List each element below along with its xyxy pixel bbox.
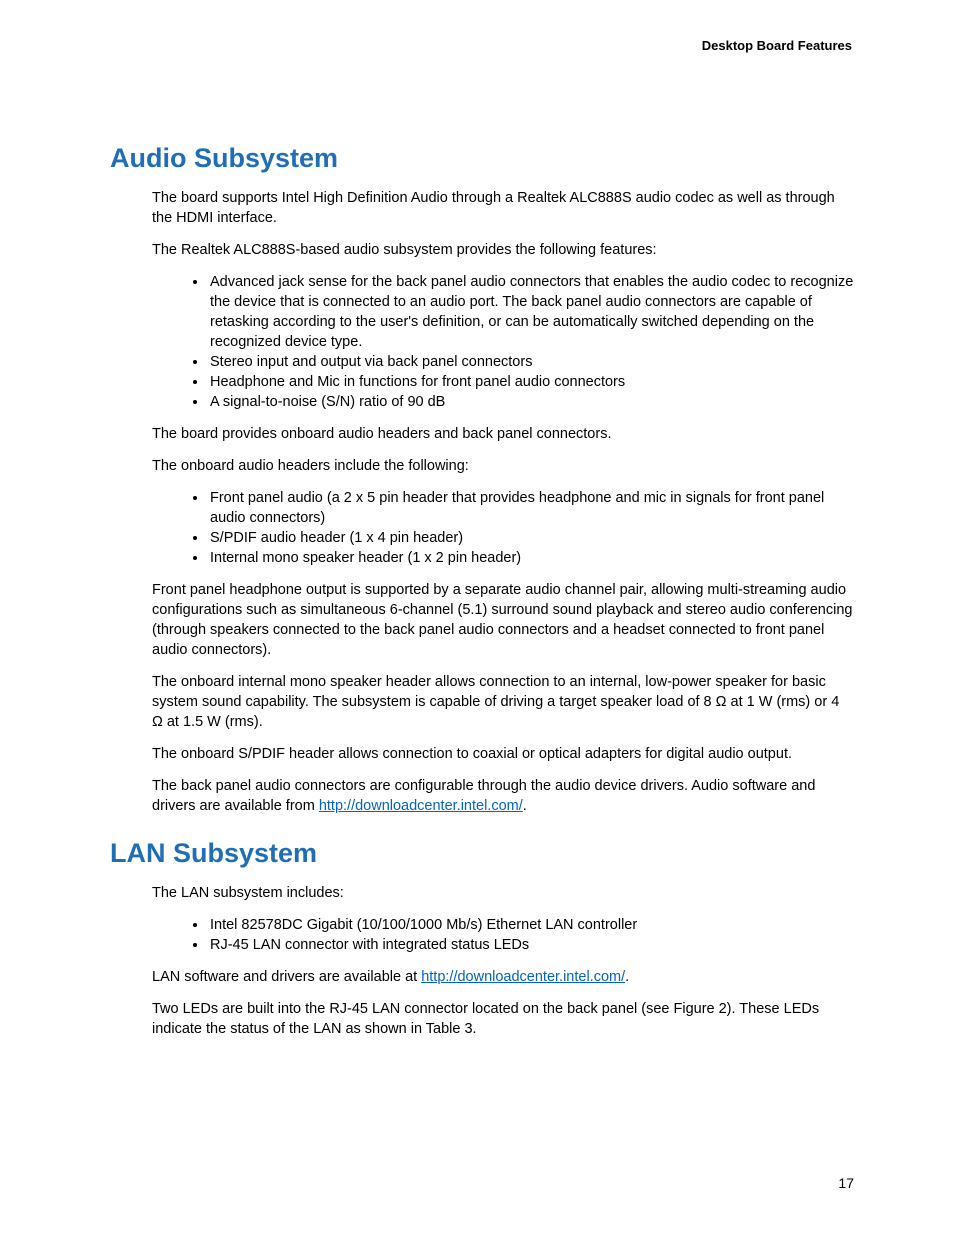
lan-drivers: LAN software and drivers are available a… (152, 967, 854, 987)
list-item: A signal-to-noise (S/N) ratio of 90 dB (208, 392, 854, 412)
list-item: S/PDIF audio header (1 x 4 pin header) (208, 528, 854, 548)
list-item: Headphone and Mic in functions for front… (208, 372, 854, 392)
audio-headers-connectors: The board provides onboard audio headers… (152, 424, 854, 444)
audio-body: The board supports Intel High Definition… (110, 188, 854, 816)
audio-drivers-post: . (523, 798, 527, 814)
audio-front-panel: Front panel headphone output is supporte… (152, 580, 854, 660)
list-item: Front panel audio (a 2 x 5 pin header th… (208, 488, 854, 528)
page-number: 17 (838, 1175, 854, 1191)
list-item: Stereo input and output via back panel c… (208, 352, 854, 372)
list-item: Intel 82578DC Gigabit (10/100/1000 Mb/s)… (208, 915, 854, 935)
lan-items-list: Intel 82578DC Gigabit (10/100/1000 Mb/s)… (152, 915, 854, 955)
download-link[interactable]: http://downloadcenter.intel.com/ (319, 798, 523, 814)
heading-audio-subsystem: Audio Subsystem (110, 143, 854, 174)
lan-leds: Two LEDs are built into the RJ-45 LAN co… (152, 999, 854, 1039)
audio-features-intro: The Realtek ALC888S-based audio subsyste… (152, 240, 854, 260)
audio-features-list: Advanced jack sense for the back panel a… (152, 272, 854, 412)
heading-lan-subsystem: LAN Subsystem (110, 838, 854, 869)
list-item: RJ-45 LAN connector with integrated stat… (208, 935, 854, 955)
lan-drivers-post: . (625, 969, 629, 985)
page-header: Desktop Board Features (110, 38, 854, 53)
audio-mono: The onboard internal mono speaker header… (152, 672, 854, 732)
lan-body: The LAN subsystem includes: Intel 82578D… (110, 883, 854, 1039)
lan-drivers-pre: LAN software and drivers are available a… (152, 969, 421, 985)
list-item: Advanced jack sense for the back panel a… (208, 272, 854, 352)
audio-headers-intro: The onboard audio headers include the fo… (152, 456, 854, 476)
download-link[interactable]: http://downloadcenter.intel.com/ (421, 969, 625, 985)
audio-spdif: The onboard S/PDIF header allows connect… (152, 744, 854, 764)
lan-intro: The LAN subsystem includes: (152, 883, 854, 903)
audio-drivers: The back panel audio connectors are conf… (152, 776, 854, 816)
audio-intro: The board supports Intel High Definition… (152, 188, 854, 228)
audio-headers-list: Front panel audio (a 2 x 5 pin header th… (152, 488, 854, 568)
list-item: Internal mono speaker header (1 x 2 pin … (208, 548, 854, 568)
